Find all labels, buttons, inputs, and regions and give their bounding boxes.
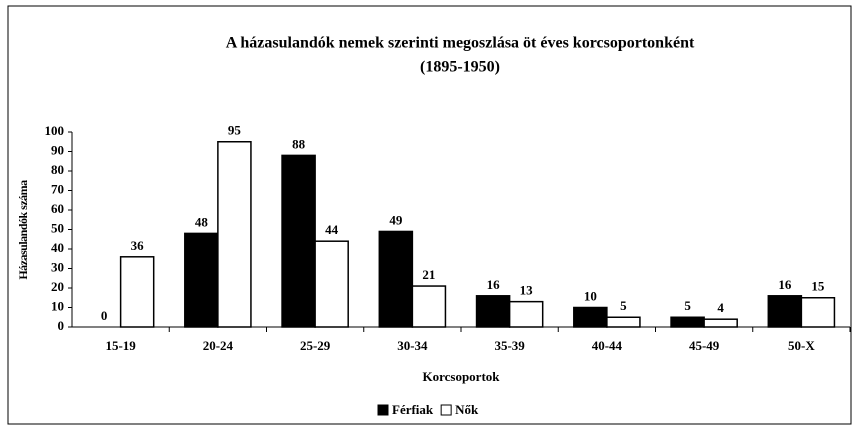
value-label: 49 — [389, 212, 403, 227]
value-label: 36 — [131, 238, 145, 253]
value-label: 21 — [422, 267, 435, 282]
value-label: 10 — [584, 288, 597, 303]
value-label: 16 — [487, 277, 501, 292]
x-tick-label: 50-X — [788, 338, 815, 353]
bar — [281, 154, 316, 328]
x-tick-label: 40-44 — [592, 338, 623, 353]
y-tick-label: 10 — [51, 298, 64, 313]
x-tick-label: 15-19 — [105, 338, 136, 353]
bar — [184, 232, 219, 328]
bar — [475, 295, 511, 328]
y-tick-label: 20 — [51, 279, 64, 294]
bar — [119, 256, 155, 328]
legend-label: Férfiak — [392, 402, 434, 417]
value-label: 0 — [101, 308, 108, 323]
y-tick-label: 0 — [58, 318, 65, 333]
y-tick-label: 30 — [51, 259, 64, 274]
x-tick-label: 20-24 — [203, 338, 234, 353]
value-label: 5 — [620, 298, 627, 313]
chart-border — [7, 5, 852, 425]
y-tick-label: 100 — [45, 123, 65, 138]
bar — [378, 230, 414, 328]
bar — [670, 316, 705, 328]
legend-swatch — [440, 404, 452, 416]
x-tick-label: 45-49 — [689, 338, 720, 353]
y-axis-title: Házasulandók száma — [16, 180, 30, 280]
legend-swatch — [377, 404, 389, 416]
y-tick-label: 90 — [51, 142, 64, 157]
value-label: 48 — [195, 214, 209, 229]
value-label: 4 — [717, 300, 724, 315]
bar — [314, 240, 349, 328]
bar — [800, 297, 836, 328]
x-tick-label: 25-29 — [300, 338, 331, 353]
value-label: 44 — [325, 222, 339, 237]
value-label: 5 — [684, 298, 691, 313]
bar — [767, 295, 803, 328]
x-tick-label: 30-34 — [397, 338, 428, 353]
value-label: 95 — [228, 123, 242, 138]
y-tick-label: 70 — [51, 181, 64, 196]
value-label: 15 — [811, 279, 825, 294]
x-tick-label: 35-39 — [494, 338, 525, 353]
chart-subtitle: (1895-1950) — [420, 59, 500, 76]
bar — [217, 141, 252, 328]
y-tick-label: 60 — [51, 201, 64, 216]
x-axis-title: Korcsoportok — [422, 369, 500, 384]
bar — [606, 316, 641, 328]
y-tick-label: 80 — [51, 162, 64, 177]
value-label: 16 — [778, 277, 792, 292]
bar — [508, 300, 544, 328]
bar — [573, 306, 608, 328]
bar — [703, 318, 738, 328]
legend-label: Nők — [455, 402, 479, 417]
y-tick-label: 40 — [51, 240, 64, 255]
value-label: 88 — [292, 136, 306, 151]
y-tick-label: 50 — [51, 220, 64, 235]
chart-title: A házasulandók nemek szerinti megoszlása… — [226, 35, 695, 52]
bar — [411, 285, 447, 328]
value-label: 13 — [520, 283, 534, 298]
